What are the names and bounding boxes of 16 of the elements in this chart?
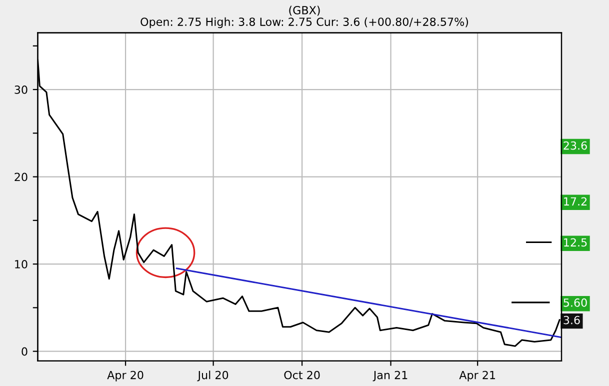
chart-subtitle: Open: 2.75 High: 3.8 Low: 2.75 Cur: 3.6 (+00.80/+28.57%)	[140, 17, 468, 28]
x-tick-label: Apr 21	[459, 370, 496, 382]
x-tick-label: Jul 20	[197, 370, 228, 382]
y2-tick-label: 3.6	[564, 316, 580, 324]
x-tick-label: Jan 21	[372, 370, 408, 382]
y-tick-label: 0	[22, 347, 28, 356]
y2-tick-label: 5.60	[564, 298, 587, 307]
y-tick-label: 30	[14, 86, 28, 94]
x-tick-label: Apr 20	[107, 370, 144, 382]
y-tick-label: 20	[14, 172, 28, 182]
chart-title: (GBX)	[289, 6, 320, 16]
y2-tick-label: 12.5	[564, 238, 587, 247]
y2-tick-label: 17.2	[564, 197, 587, 206]
y-tick-label: 10	[15, 260, 28, 268]
y2-tick-label: 23.6	[564, 141, 587, 150]
x-tick-label: Oct 20	[284, 370, 320, 380]
